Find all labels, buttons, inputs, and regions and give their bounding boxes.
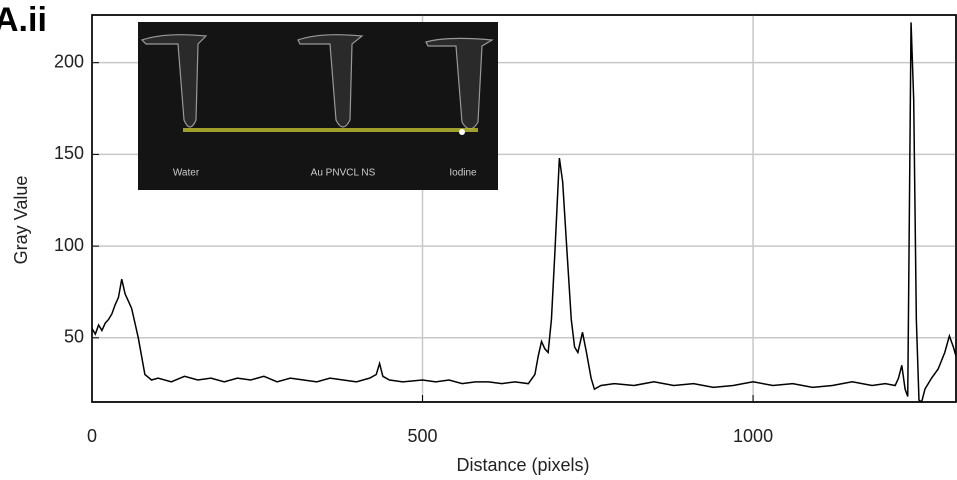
profile-line xyxy=(91,22,957,404)
inset-label: Iodine xyxy=(449,168,477,179)
data-layer xyxy=(91,22,957,404)
y-tick-label: 200 xyxy=(54,51,84,71)
panel-label: A.ii xyxy=(0,1,47,39)
tube xyxy=(140,34,208,128)
y-tick-label: 100 xyxy=(54,235,84,255)
iodine-spot xyxy=(459,129,465,135)
plot-frame xyxy=(91,14,957,403)
tube xyxy=(297,34,364,128)
inset-label: Au PNVCL NS xyxy=(311,168,376,179)
x-tick-label: 500 xyxy=(408,426,438,446)
y-tick-label: 50 xyxy=(64,327,84,347)
x-axis-title: Distance (pixels) xyxy=(456,455,589,475)
x-tick-label: 1000 xyxy=(733,426,773,446)
y-axis-title: Gray Value xyxy=(11,176,31,265)
x-tick-label: 0 xyxy=(87,426,97,446)
inset-image: Water Au PNVCL NS Iodine xyxy=(138,22,498,190)
tube xyxy=(425,37,494,130)
inset-label: Water xyxy=(173,168,200,179)
y-tick-label: 150 xyxy=(54,143,84,163)
